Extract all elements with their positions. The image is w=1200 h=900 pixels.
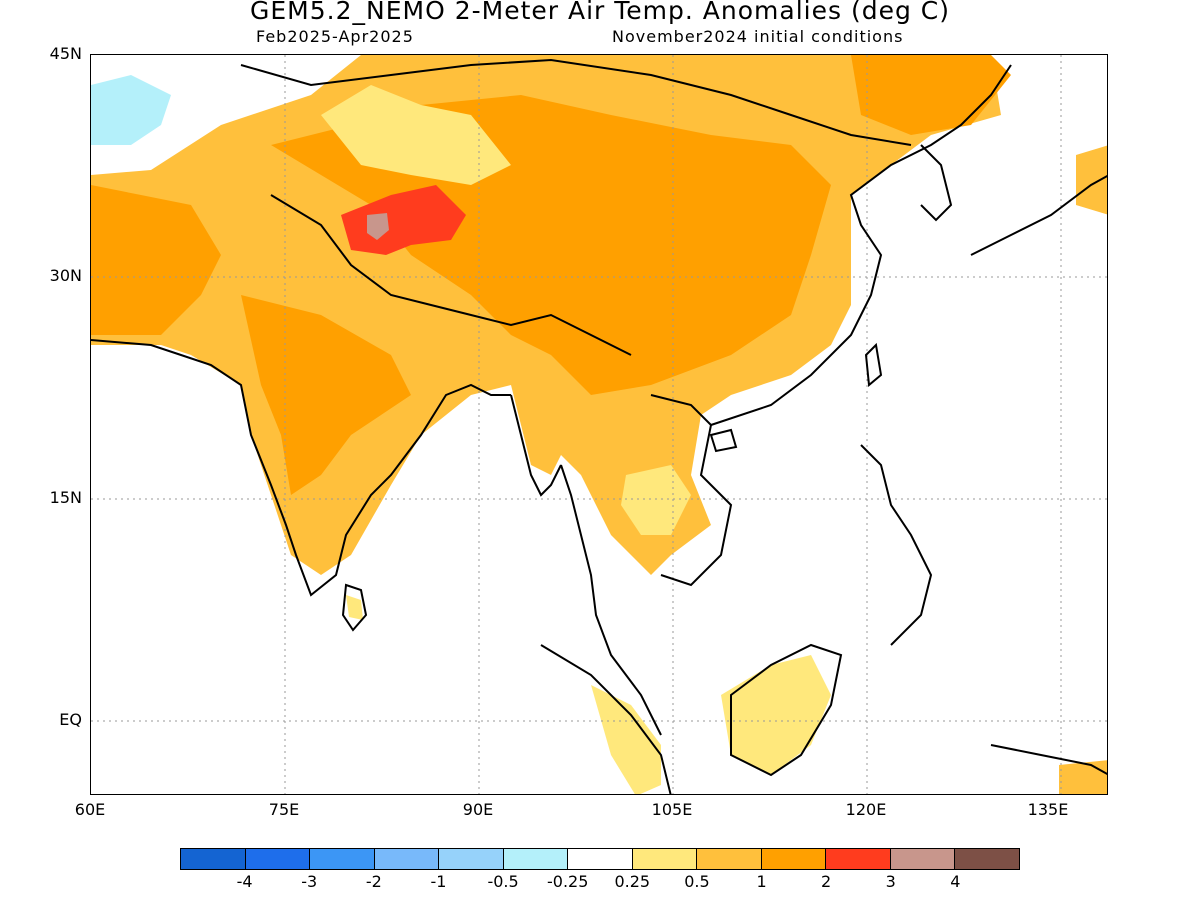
coastlines <box>91 58 1107 794</box>
border-china-north <box>240 58 912 146</box>
lon-label-105e: 105E <box>651 800 693 819</box>
lat-label-45n: 45N <box>49 44 82 63</box>
coast-borneo <box>730 643 843 777</box>
coast-newguinea <box>990 744 1107 776</box>
coast-philippines <box>860 444 933 646</box>
coast-taiwan <box>864 342 883 387</box>
colorbar-tick-label: -2 <box>365 872 382 891</box>
grid-lines <box>91 55 1107 794</box>
colorbar-swatch <box>761 849 827 869</box>
anomaly-region-newguinea <box>1059 760 1107 794</box>
coast-hainan <box>709 428 738 453</box>
colorbar-swatch <box>503 849 569 869</box>
lat-label-15n: 15N <box>49 488 82 507</box>
anomaly-region-2-3 <box>341 185 466 255</box>
coast-india <box>91 339 511 597</box>
anomaly-region-1-2-india <box>241 295 411 495</box>
colorbar-tick-label: 4 <box>950 872 961 891</box>
colorbar-swatch <box>826 849 891 869</box>
neg-anomaly-nw <box>91 75 171 145</box>
anomaly-region-025-05-sumatra <box>591 685 661 794</box>
colorbar-swatch <box>181 849 246 869</box>
anomaly-map <box>90 54 1108 795</box>
colorbar-tick-label: 2 <box>821 872 832 891</box>
anomaly-region-japan <box>1076 145 1107 215</box>
coast-korea <box>920 144 953 222</box>
lat-label-30n: 30N <box>49 266 82 285</box>
coast-bay-bengal <box>510 394 562 497</box>
coast-sri-lanka <box>341 583 368 632</box>
anomaly-region-025-05-borneo <box>721 655 831 775</box>
colorbar-tick-label: 0.5 <box>684 872 710 891</box>
colorbar-swatch <box>697 849 762 869</box>
coast-vietnam <box>650 394 733 587</box>
colorbar-swatch <box>955 849 1019 869</box>
lon-label-60e: 60E <box>74 800 106 819</box>
forecast-period: Feb2025-Apr2025 <box>256 27 414 46</box>
colorbar-tick-label: -0.5 <box>487 872 519 891</box>
colorbar-tick-label: 3 <box>885 872 896 891</box>
colorbar-tick-label: -0.25 <box>546 872 589 891</box>
colorbar <box>180 848 1020 870</box>
low-anomaly-north-band <box>321 85 511 185</box>
anomaly-shading <box>91 55 1107 794</box>
lon-label-135e: 135E <box>1027 800 1069 819</box>
colorbar-tick-label: 0.25 <box>614 872 651 891</box>
anomaly-region-1-2-west <box>91 185 221 335</box>
map-title: GEM5.2_NEMO 2-Meter Air Temp. Anomalies … <box>250 0 950 25</box>
coast-china-east <box>710 64 1012 426</box>
lon-label-120e: 120E <box>845 800 887 819</box>
lon-label-75e: 75E <box>268 800 300 819</box>
lon-label-90e: 90E <box>462 800 494 819</box>
lat-label-eq: EQ <box>59 710 82 729</box>
colorbar-swatch <box>439 849 504 869</box>
colorbar-tick-label: -3 <box>301 872 318 891</box>
initial-conditions: November2024 initial conditions <box>612 27 904 46</box>
colorbar-swatch <box>245 849 311 869</box>
coast-japan <box>970 174 1107 256</box>
map-svg <box>91 55 1107 794</box>
colorbar-swatch <box>632 849 698 869</box>
colorbar-swatch <box>890 849 956 869</box>
colorbar-tick-label: -4 <box>236 872 253 891</box>
colorbar-swatch <box>568 849 633 869</box>
border-himalaya <box>270 194 632 356</box>
colorbar-swatch <box>374 849 440 869</box>
coast-indochina <box>560 464 662 736</box>
coast-sumatra <box>540 644 672 794</box>
colorbar-tick-label: 1 <box>756 872 767 891</box>
colorbar-tick-label: -1 <box>430 872 447 891</box>
colorbar-swatch <box>310 849 375 869</box>
anomaly-region-025-05-srilanka <box>346 595 363 620</box>
anomaly-region-3-4 <box>367 213 389 240</box>
